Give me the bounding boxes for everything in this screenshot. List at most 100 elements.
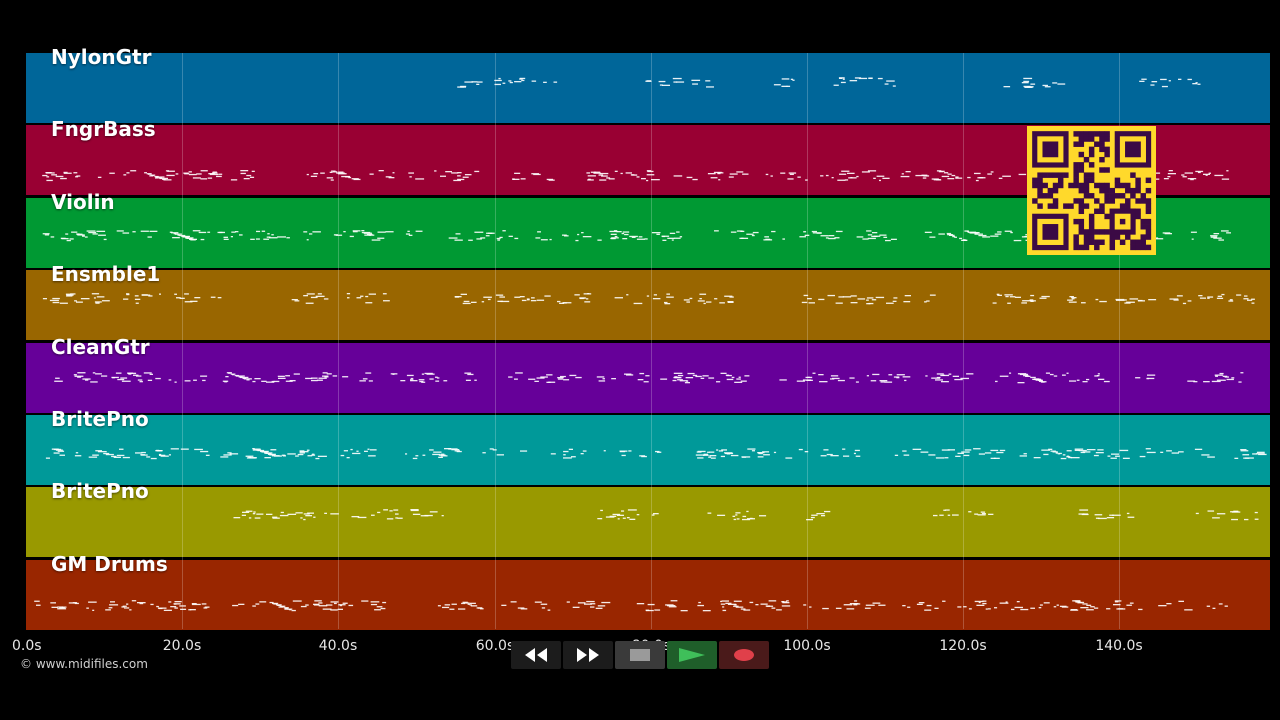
- qr-module: [1094, 198, 1100, 204]
- qr-module: [1140, 239, 1146, 245]
- qr-module: [1057, 172, 1064, 178]
- qr-module: [1145, 218, 1152, 225]
- qr-module: [1088, 177, 1095, 184]
- qr-module: [1073, 182, 1079, 189]
- qr-module: [1094, 239, 1100, 245]
- track-name: CleanGtr: [51, 334, 150, 359]
- qr-module: [1130, 172, 1136, 178]
- qr-module: [1135, 177, 1141, 184]
- qr-module: [1037, 193, 1043, 199]
- qr-module: [1073, 239, 1079, 245]
- qr-module: [1078, 167, 1085, 173]
- qr-module: [1073, 198, 1079, 204]
- qr-module: [1125, 234, 1131, 240]
- copyright-credit: © www.midifiles.com: [20, 657, 148, 671]
- rewind-button[interactable]: [511, 641, 561, 669]
- record-button[interactable]: [719, 641, 769, 669]
- qr-module: [1083, 177, 1090, 184]
- qr-module: [1099, 229, 1105, 235]
- qr-module: [1119, 218, 1126, 225]
- qr-module: [1083, 234, 1090, 240]
- time-gridline: [807, 53, 808, 629]
- qr-module: [1104, 198, 1110, 204]
- qr-module: [1083, 182, 1090, 189]
- time-gridline: [1119, 53, 1120, 629]
- time-gridline: [495, 53, 496, 629]
- qr-module: [1109, 239, 1116, 245]
- qr-module: [1083, 193, 1090, 199]
- qr-module: [1130, 193, 1136, 199]
- time-tick-label: 20.0s: [162, 638, 202, 654]
- qr-module: [1099, 167, 1105, 173]
- qr-module: [1135, 208, 1141, 215]
- qr-module: [1145, 208, 1152, 215]
- qr-module: [1099, 156, 1105, 163]
- qr-module: [1114, 182, 1121, 189]
- qr-module: [1130, 244, 1136, 251]
- track-name: BritePno: [51, 407, 149, 431]
- qr-module: [1135, 182, 1141, 189]
- qr-module: [1145, 234, 1152, 240]
- qr-module: [1073, 218, 1079, 225]
- qr-module: [1099, 208, 1105, 215]
- track-lane: NylonGtr: [26, 45, 1270, 123]
- qr-module: [1109, 198, 1116, 204]
- fast-forward-button[interactable]: [563, 641, 613, 669]
- qr-module: [1099, 136, 1105, 142]
- qr-module: [1125, 141, 1141, 158]
- qr-module: [1094, 141, 1100, 147]
- qr-module: [1135, 213, 1141, 220]
- time-tick-label: 140.0s: [1095, 638, 1143, 654]
- qr-module: [1145, 198, 1152, 204]
- rewind-icon: [525, 648, 547, 662]
- qr-module: [1099, 141, 1105, 147]
- qr-module: [1088, 224, 1095, 230]
- qr-module: [1063, 203, 1069, 209]
- time-gridline: [651, 53, 652, 629]
- track-name: Ensmble1: [51, 262, 161, 287]
- qr-module: [1042, 141, 1059, 158]
- qr-module: [1109, 187, 1116, 194]
- qr-module: [1145, 187, 1152, 194]
- qr-module: [1057, 177, 1064, 184]
- qr-module: [1073, 162, 1079, 168]
- qr-module: [1140, 224, 1146, 230]
- qr-module: [1104, 146, 1110, 153]
- track-lane: CleanGtr: [26, 335, 1270, 413]
- qr-module: [1114, 193, 1121, 199]
- qr-module: [1104, 167, 1110, 173]
- qr-module: [1037, 203, 1043, 209]
- time-gridline: [182, 53, 183, 629]
- qr-module: [1052, 187, 1059, 194]
- qr-module: [1119, 203, 1126, 209]
- qr-module: [1104, 151, 1110, 158]
- qr-module: [1073, 234, 1079, 240]
- qr-module: [1119, 182, 1126, 189]
- qr-module: [1083, 203, 1090, 209]
- track-name: GM Drums: [51, 551, 168, 576]
- qr-module: [1094, 208, 1100, 215]
- track-lane: BritePno: [26, 479, 1270, 558]
- qr-module: [1037, 182, 1043, 189]
- qr-module: [1078, 208, 1085, 215]
- qr-module: [1078, 229, 1085, 235]
- qr-module: [1032, 198, 1038, 204]
- qr-module: [1042, 182, 1048, 189]
- qr-module: [1078, 203, 1085, 209]
- qr-module: [1042, 193, 1048, 199]
- qr-module: [1099, 146, 1105, 153]
- qr-module: [1104, 213, 1110, 220]
- qr-module: [1145, 203, 1152, 209]
- qr-module: [1042, 224, 1059, 240]
- stop-button[interactable]: [615, 641, 665, 669]
- play-button[interactable]: [667, 641, 717, 669]
- qr-module: [1047, 193, 1054, 199]
- qr-module: [1104, 193, 1110, 199]
- qr-module: [1073, 244, 1079, 251]
- qr-module: [1099, 182, 1105, 189]
- qr-module: [1114, 177, 1121, 184]
- qr-module: [1119, 193, 1126, 199]
- qr-module: [1052, 203, 1059, 209]
- qr-module: [1099, 239, 1105, 245]
- qr-module: [1078, 218, 1085, 225]
